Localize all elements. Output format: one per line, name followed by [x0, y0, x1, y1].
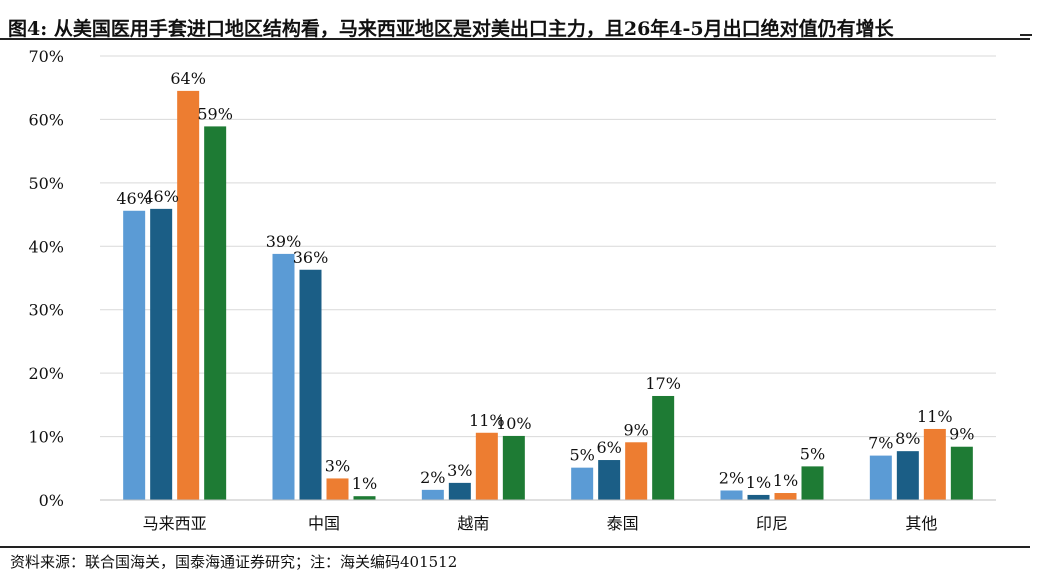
bar-value-label: 2% [719, 468, 744, 487]
bar [475, 432, 498, 500]
x-tick-label: 中国 [308, 514, 340, 533]
footer-rule [0, 546, 1030, 548]
bar [353, 496, 376, 500]
bar-value-label: 1% [352, 474, 377, 493]
bar-value-label: 8% [895, 429, 920, 448]
y-tick-label: 10% [28, 428, 64, 447]
bar-value-label: 1% [773, 471, 798, 490]
x-tick-label: 其他 [905, 514, 937, 533]
bar-value-label: 11% [469, 411, 505, 430]
bar-value-label: 39% [266, 232, 302, 251]
x-tick-label: 越南 [457, 514, 489, 533]
bar-value-label: 59% [197, 104, 233, 123]
bar [326, 478, 349, 500]
bar [950, 446, 973, 500]
bar-value-label: 46% [116, 189, 152, 208]
bar-value-label: 7% [868, 434, 893, 453]
y-tick-label: 40% [28, 237, 64, 256]
bar-value-label: 64% [170, 69, 206, 88]
bar [869, 455, 892, 500]
bar-value-label: 6% [596, 438, 621, 457]
bar [150, 208, 173, 500]
bar-value-label: 11% [917, 407, 953, 426]
y-tick-label: 50% [28, 174, 64, 193]
bar [299, 269, 322, 500]
bar-value-label: 1% [746, 473, 771, 492]
bars [123, 90, 973, 501]
x-tick-label: 马来西亚 [143, 514, 207, 533]
bar-value-label: 36% [293, 248, 329, 267]
y-axis-ticks: 0% 10% 20% 30% 40% 50% 60% 70% [28, 47, 64, 510]
y-tick-label: 70% [28, 47, 64, 66]
bar-chart: 0%10%20%30%40%50%60%70% 46%46%64%59%39%3… [28, 47, 996, 533]
bar [652, 395, 675, 500]
bar [598, 460, 621, 500]
x-tick-label: 印尼 [756, 514, 788, 533]
bar [571, 467, 594, 500]
bar [896, 451, 919, 500]
bar [801, 466, 824, 500]
bar-value-label: 17% [645, 374, 681, 393]
bar [502, 435, 525, 500]
bar [177, 90, 200, 500]
bar [421, 489, 444, 500]
data-labels: 46%46%64%59%39%36%3%1% 2% 3%11%10%5% 6%9%17… [116, 69, 974, 493]
bar-value-label: 3% [325, 456, 350, 475]
chart-area: 0% 10% 20% 30% 40% 50% 60% 70% 46% 46% 64% 59% 39% 3… [0, 40, 1038, 540]
source-note: 资料来源：联合国海关，国泰海通证券研究；注：海关编码401512 [10, 553, 458, 571]
bar [123, 210, 146, 500]
bar-value-label: 5% [800, 444, 825, 463]
x-axis-ticks: 马来西亚 中国 越南 泰国 印尼 其他 [143, 514, 938, 533]
x-tick-label: 泰国 [607, 514, 639, 533]
chart-title: 图4: 从美国医用手套进口地区结构看，马来西亚地区是对美出口主力，且26年4-5… [8, 18, 894, 40]
title-rule-end [1020, 34, 1032, 36]
bar [204, 126, 227, 501]
bar-value-label: 2% [420, 468, 445, 487]
y-tick-label: 60% [28, 110, 64, 129]
title-bar: 图4: 从美国医用手套进口地区结构看，马来西亚地区是对美出口主力，且26年4-5… [0, 6, 1030, 40]
bar-value-label: 5% [569, 446, 594, 465]
y-tick-label: 30% [28, 301, 64, 320]
bar-value-label: 10% [496, 414, 532, 433]
bar-value-label: 9% [949, 425, 974, 444]
bar [272, 253, 295, 500]
bar [774, 493, 797, 500]
y-tick-label: 0% [39, 491, 64, 510]
bar [720, 490, 743, 500]
grid-lines [100, 55, 996, 438]
bar-value-label: 46% [143, 187, 179, 206]
bar [448, 482, 471, 500]
bar [747, 494, 770, 500]
bar [923, 428, 946, 500]
bar-value-label: 3% [447, 461, 472, 480]
bar [625, 442, 648, 500]
bar-value-label: 9% [623, 420, 648, 439]
y-tick-label: 20% [28, 364, 64, 383]
